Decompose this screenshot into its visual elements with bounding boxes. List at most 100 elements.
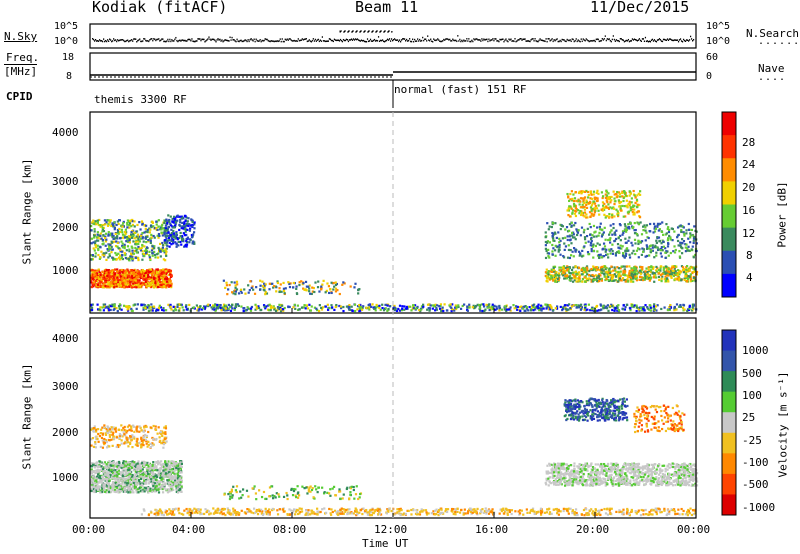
nsky-point xyxy=(166,40,168,42)
power-cell xyxy=(116,309,119,313)
power-cell xyxy=(126,240,130,243)
power-cell xyxy=(107,243,110,246)
nsky-point xyxy=(378,40,381,43)
power-cell xyxy=(545,279,548,283)
power-cell xyxy=(597,234,600,237)
power-cell xyxy=(332,288,335,291)
power-cell xyxy=(126,219,130,222)
power-cell xyxy=(109,269,112,273)
nsky-point xyxy=(120,39,122,41)
power-cell xyxy=(170,243,173,246)
power-cell xyxy=(593,231,596,234)
power-cell xyxy=(677,269,680,272)
power-cell xyxy=(560,270,563,273)
nsky-point xyxy=(185,40,187,42)
power-cell xyxy=(591,309,594,312)
power-cell xyxy=(359,303,362,307)
nsky-point xyxy=(435,39,437,42)
nsky-point xyxy=(294,40,296,42)
power-cell xyxy=(142,240,145,243)
power-cell xyxy=(93,274,96,277)
power-cell xyxy=(574,249,577,252)
power-cell xyxy=(584,307,587,310)
power-cell xyxy=(455,305,458,308)
power-cell xyxy=(305,304,308,307)
power-cell xyxy=(646,245,649,249)
power-cell xyxy=(651,249,654,252)
nsky-point xyxy=(511,40,513,42)
power-cell xyxy=(673,230,676,233)
power-cell xyxy=(596,197,599,200)
power-cell xyxy=(120,240,123,243)
nsky-point xyxy=(506,40,508,42)
power-cell xyxy=(596,242,599,245)
power-cell xyxy=(431,307,434,310)
power-cell xyxy=(636,221,639,224)
power-cell xyxy=(606,197,609,200)
power-cell xyxy=(581,249,584,252)
power-cell xyxy=(93,228,96,231)
power-cell xyxy=(569,198,572,201)
power-cell xyxy=(613,240,616,243)
nsky-point xyxy=(377,36,380,38)
power-cell xyxy=(324,291,327,294)
nsky-point xyxy=(188,38,190,41)
nsky-point xyxy=(246,40,248,43)
nsky-point xyxy=(603,38,605,40)
power-cell xyxy=(116,230,120,233)
power-cell xyxy=(272,305,275,308)
nsky-point xyxy=(662,38,665,41)
nsky-point xyxy=(364,40,367,43)
power-cell xyxy=(175,243,178,246)
power-cell xyxy=(177,244,180,247)
nsky-point xyxy=(601,38,603,40)
nsky-point xyxy=(604,35,606,37)
power-cell xyxy=(387,307,390,311)
power-cell xyxy=(638,216,642,219)
power-cell xyxy=(561,308,564,312)
power-cell xyxy=(236,303,239,306)
power-cell xyxy=(111,274,115,277)
power-cell xyxy=(648,308,651,311)
power-cell xyxy=(637,223,641,226)
power-cell xyxy=(186,228,189,231)
power-cell xyxy=(457,305,460,309)
power-cell xyxy=(639,265,643,269)
power-cell xyxy=(178,215,182,218)
power-cell xyxy=(142,282,145,285)
power-cell xyxy=(309,309,313,312)
power-cell xyxy=(571,280,575,283)
power-cell xyxy=(612,207,616,210)
nsky-point xyxy=(347,40,350,43)
nsky-point xyxy=(355,38,358,41)
power-cell xyxy=(634,201,637,204)
power-cell xyxy=(582,271,585,274)
nsky-point xyxy=(341,40,344,43)
power-cell xyxy=(397,307,400,311)
power-cell xyxy=(278,287,281,290)
power-cell xyxy=(184,228,187,231)
power-cell xyxy=(211,308,214,311)
power-cell xyxy=(197,306,200,309)
nsky-point xyxy=(473,38,475,40)
nsky-point xyxy=(339,38,342,41)
power-cell xyxy=(557,231,560,234)
power-cell xyxy=(450,306,453,309)
power-cell xyxy=(587,303,590,306)
power-cell xyxy=(114,251,117,255)
power-cell xyxy=(169,303,172,307)
power-cell xyxy=(150,303,153,306)
power-cell xyxy=(128,248,131,251)
power-cell xyxy=(679,305,682,308)
velocity-cell xyxy=(177,485,180,489)
power-cell xyxy=(660,246,663,249)
nsky-point xyxy=(232,39,234,41)
power-cell xyxy=(144,306,147,310)
power-cell xyxy=(593,213,596,216)
power-cell xyxy=(92,278,96,282)
power-cell xyxy=(653,256,656,259)
power-cell xyxy=(123,246,126,250)
power-cell xyxy=(666,245,670,248)
power-cell xyxy=(271,306,274,309)
power-cell xyxy=(491,305,494,308)
